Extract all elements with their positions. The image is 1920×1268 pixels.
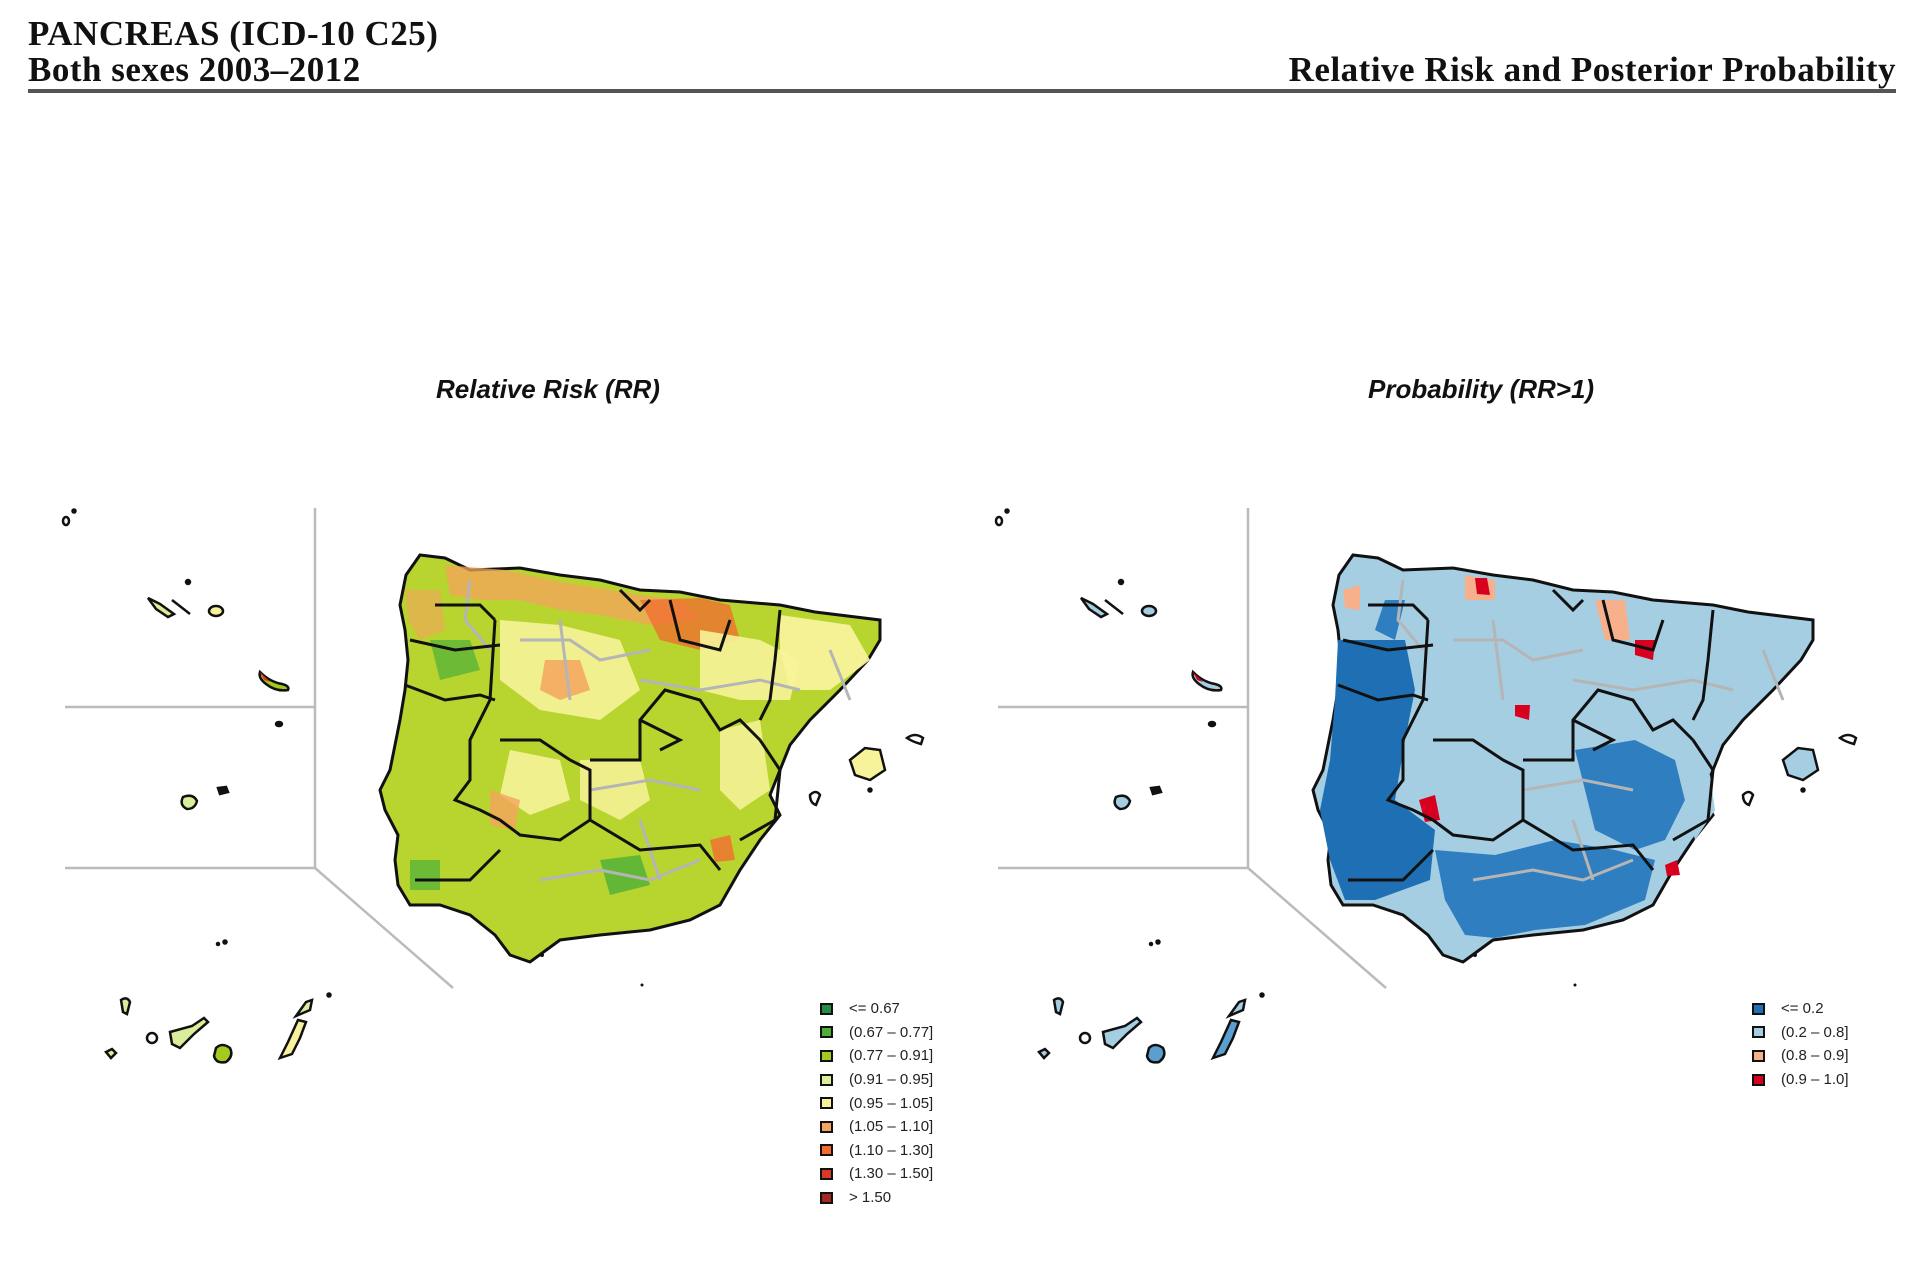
legend-item: (0.8 – 0.9] [1752, 1044, 1849, 1068]
canary-north-islands [1113, 785, 1163, 811]
legend-label: (0.8 – 0.9] [1781, 1047, 1849, 1065]
legend-label: (1.30 – 1.50] [849, 1165, 934, 1183]
legend-swatch [820, 1191, 833, 1204]
legend-swatch [1752, 1026, 1765, 1039]
legend-swatch [820, 1049, 833, 1062]
legend-item: (0.67 – 0.77] [820, 1021, 933, 1045]
inset-frame [65, 508, 454, 989]
rr-legend: <= 0.67 (0.67 – 0.77] (0.77 – 0.91] (0.9… [820, 997, 933, 1209]
legend-swatch [820, 1120, 833, 1133]
page-right-title: Relative Risk and Posterior Probability [1288, 50, 1896, 89]
legend-swatch [1752, 1049, 1765, 1062]
legend-item: (0.95 – 1.05] [820, 1091, 933, 1115]
azores-islands [61, 508, 225, 619]
legend-item: <= 0.67 [820, 997, 933, 1021]
legend-swatch [1752, 1073, 1765, 1086]
legend-swatch [820, 1167, 833, 1180]
header-rule [28, 89, 1896, 93]
legend-swatch [820, 1097, 833, 1110]
legend-label: (0.91 – 0.95] [849, 1071, 934, 1089]
canary-north-islands [180, 785, 230, 811]
prob-legend: <= 0.2 (0.2 – 0.8] (0.8 – 0.9] (0.9 – 1.… [1752, 997, 1849, 1091]
legend-label: (0.95 – 1.05] [849, 1094, 934, 1112]
madeira-islands [258, 669, 290, 728]
legend-swatch [820, 1026, 833, 1039]
rr-panel-title: Relative Risk (RR) [436, 374, 660, 404]
legend-label: (1.05 – 1.10] [849, 1118, 934, 1136]
prob-panel-title: Probability (RR>1) [1368, 374, 1595, 404]
legend-item: (0.2 – 0.8] [1752, 1021, 1849, 1045]
madeira-islands [1191, 669, 1223, 728]
legend-label: (0.2 – 0.8] [1781, 1023, 1849, 1041]
legend-item: <= 0.2 [1752, 997, 1849, 1021]
inset-frame [998, 508, 1387, 989]
legend-item: (0.9 – 1.0] [1752, 1068, 1849, 1092]
legend-item: (1.05 – 1.10] [820, 1115, 933, 1139]
legend-item: (1.30 – 1.50] [820, 1162, 933, 1186]
legend-swatch [820, 1073, 833, 1086]
legend-label: (0.77 – 0.91] [849, 1047, 934, 1065]
legend-item: (0.77 – 0.91] [820, 1044, 933, 1068]
canary-islands [1037, 939, 1265, 1064]
legend-label: (0.67 – 0.77] [849, 1023, 934, 1041]
legend-swatch [1752, 1002, 1765, 1015]
legend-label: <= 0.67 [849, 1000, 900, 1018]
legend-item: (1.10 – 1.30] [820, 1139, 933, 1163]
legend-swatch [820, 1002, 833, 1015]
legend-item: (0.91 – 0.95] [820, 1068, 933, 1092]
legend-label: <= 0.2 [1781, 1000, 1824, 1018]
iberia-rr [378, 553, 925, 987]
iberia-prob [1311, 553, 1858, 987]
rr-map [61, 508, 925, 1064]
prob-map [994, 508, 1858, 1064]
legend-label: (1.10 – 1.30] [849, 1141, 934, 1159]
legend-swatch [820, 1144, 833, 1157]
legend-label: (0.9 – 1.0] [1781, 1071, 1849, 1089]
legend-label: > 1.50 [849, 1189, 892, 1207]
azores-islands [994, 508, 1158, 619]
legend-item: > 1.50 [820, 1186, 933, 1210]
canary-islands [104, 939, 332, 1064]
page-title: PANCREAS (ICD-10 C25) [28, 14, 439, 53]
page-subtitle: Both sexes 2003–2012 [28, 50, 361, 89]
